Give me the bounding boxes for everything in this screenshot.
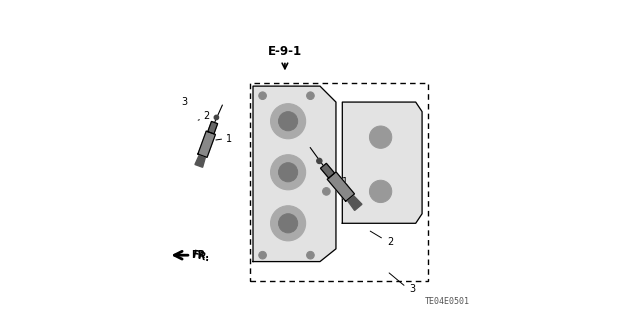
Polygon shape: [347, 195, 362, 211]
Polygon shape: [327, 172, 355, 201]
Text: E-9-1: E-9-1: [268, 45, 302, 57]
Text: 2: 2: [387, 237, 393, 248]
Text: TE04E0501: TE04E0501: [425, 297, 470, 306]
Polygon shape: [198, 131, 216, 157]
Circle shape: [278, 112, 298, 131]
Polygon shape: [195, 155, 205, 167]
Text: 3: 3: [410, 284, 415, 294]
Circle shape: [271, 206, 306, 241]
Text: 3: 3: [181, 97, 188, 107]
Circle shape: [317, 158, 322, 163]
Circle shape: [214, 115, 219, 120]
Circle shape: [369, 180, 392, 203]
Polygon shape: [321, 163, 335, 178]
Circle shape: [323, 188, 330, 195]
Text: 2: 2: [204, 111, 210, 122]
Polygon shape: [208, 122, 218, 134]
Text: 1: 1: [226, 134, 232, 144]
Circle shape: [271, 104, 306, 139]
Text: FR.: FR.: [190, 250, 210, 264]
Circle shape: [278, 163, 298, 182]
Polygon shape: [253, 86, 336, 262]
Circle shape: [278, 214, 298, 233]
Circle shape: [259, 92, 266, 100]
Polygon shape: [342, 102, 422, 223]
Circle shape: [369, 126, 392, 148]
Text: 1: 1: [342, 177, 348, 187]
Circle shape: [259, 251, 266, 259]
Circle shape: [307, 251, 314, 259]
Text: FR.: FR.: [191, 250, 209, 260]
Circle shape: [307, 92, 314, 100]
Circle shape: [271, 155, 306, 190]
